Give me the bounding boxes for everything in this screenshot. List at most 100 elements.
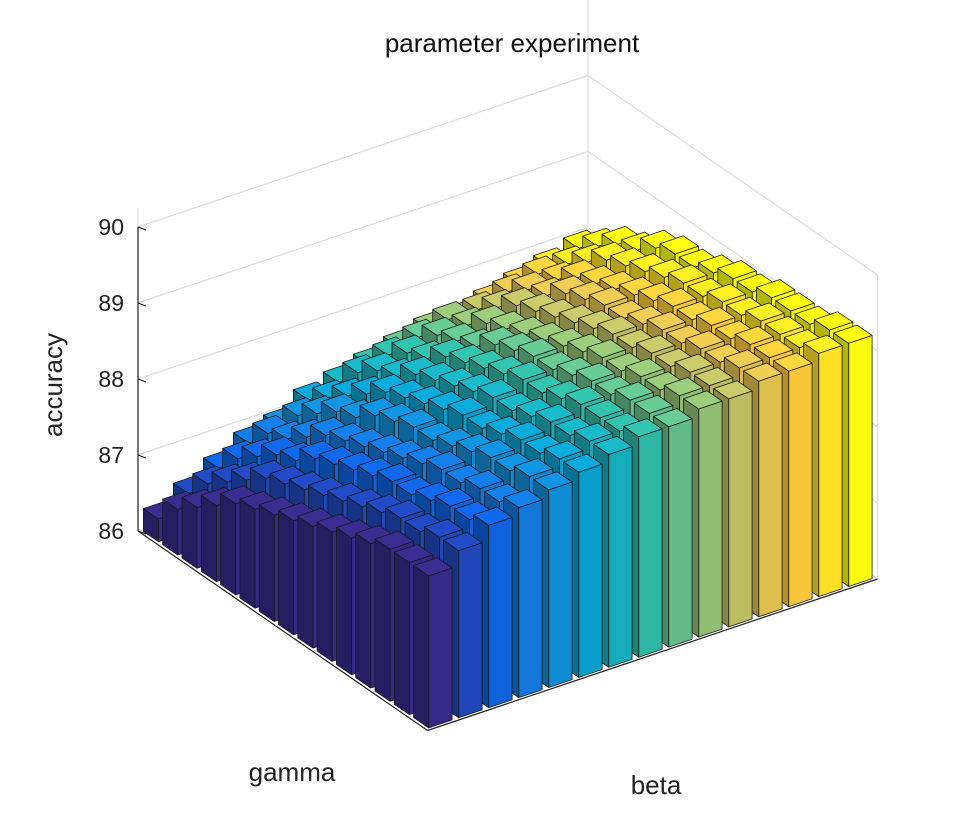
grid-line (137, 74, 589, 228)
bar-face (503, 488, 543, 509)
bar-face (393, 544, 434, 563)
bar-face (745, 302, 785, 322)
grid-line (137, 226, 589, 380)
bar-face (428, 567, 453, 729)
bar-face (813, 311, 854, 331)
bar-face (833, 324, 873, 344)
bar-face (239, 498, 256, 609)
bar-face (425, 450, 466, 471)
z-tick-label: 89 (98, 290, 124, 316)
bar-face (535, 403, 575, 423)
bar-face (507, 361, 547, 381)
bar-face (563, 453, 603, 473)
bar-face (576, 362, 616, 382)
bar-face (565, 385, 605, 405)
bar-face (597, 315, 637, 335)
bar-face (614, 381, 654, 401)
bar-face (447, 396, 487, 416)
z-axis-label: accuracy (38, 333, 68, 437)
bar-face (657, 287, 697, 307)
bar-face (475, 438, 515, 459)
bar-face (376, 462, 417, 483)
bar-face (578, 463, 603, 678)
bar-face (573, 422, 614, 442)
bar-face (758, 372, 783, 618)
z-ticks: 86 87 88 89 90 (98, 214, 147, 544)
y-axis-line (137, 530, 428, 731)
bar-face (548, 481, 573, 688)
bar-face (458, 542, 483, 719)
bar-face (623, 418, 663, 438)
bar-face (434, 487, 474, 507)
bar-face (743, 362, 783, 382)
bar-face (518, 337, 558, 357)
bar-face (753, 339, 794, 359)
z-tick-label: 90 (98, 214, 124, 240)
bar-face (181, 496, 198, 569)
z-tick-mark (137, 226, 147, 231)
bar-face (200, 494, 217, 582)
bar-face (728, 390, 753, 628)
bar-face (477, 378, 517, 398)
grid-line (137, 150, 589, 304)
chart-title: parameter experiment (385, 28, 640, 58)
bar-face (393, 551, 410, 715)
bar-face (668, 264, 708, 284)
y-axis-label: gamma (249, 757, 336, 787)
bar-face (685, 330, 725, 350)
bar-face (713, 380, 753, 400)
z-tick-label: 87 (98, 442, 124, 468)
bar-face (803, 334, 843, 354)
bar-face (518, 499, 543, 698)
bar-face (734, 325, 774, 345)
bar-face (473, 506, 513, 526)
bar-face (698, 400, 723, 638)
bar-face (625, 358, 665, 378)
z-tick-label: 86 (98, 518, 124, 544)
bar-face (588, 286, 629, 306)
bar-face (374, 530, 414, 550)
x-axis-line (427, 578, 878, 732)
bar-face (638, 428, 663, 658)
bar-face (717, 260, 757, 280)
x-axis-label: beta (631, 770, 682, 800)
bar-face (505, 421, 545, 441)
bar-face (663, 377, 704, 397)
bar-face (818, 345, 843, 597)
bar-face (683, 390, 723, 410)
bar-face (385, 499, 425, 519)
bar-face (488, 517, 513, 709)
bar-face (756, 279, 796, 299)
bar-face (693, 366, 734, 387)
bar-face (674, 353, 714, 373)
bar-face (775, 292, 815, 312)
bar-face (593, 435, 633, 455)
bar-face (220, 492, 237, 596)
bar-face (374, 538, 391, 702)
bar-face (258, 504, 275, 622)
z-tick-mark (137, 302, 147, 307)
z-tick-mark (137, 530, 147, 535)
grid-line (587, 75, 878, 276)
bar-face (584, 399, 624, 419)
bar (413, 557, 453, 729)
z-tick-label: 88 (98, 366, 124, 392)
bar-face (723, 349, 764, 369)
bar-face (788, 362, 813, 608)
bar-face (696, 306, 736, 326)
bar-face (278, 510, 295, 636)
z-tick-mark (137, 454, 147, 459)
bar-face (586, 339, 626, 359)
bar-face (533, 471, 573, 491)
bar-face (608, 446, 633, 668)
bar-face (413, 565, 430, 729)
bar-face (764, 315, 804, 335)
bar-face (398, 408, 438, 428)
bar-face (633, 394, 674, 414)
bar-face (773, 352, 813, 372)
bar-face (668, 418, 693, 648)
bar-face (636, 334, 676, 354)
bar-face (335, 527, 352, 676)
z-tick-mark (137, 378, 147, 383)
